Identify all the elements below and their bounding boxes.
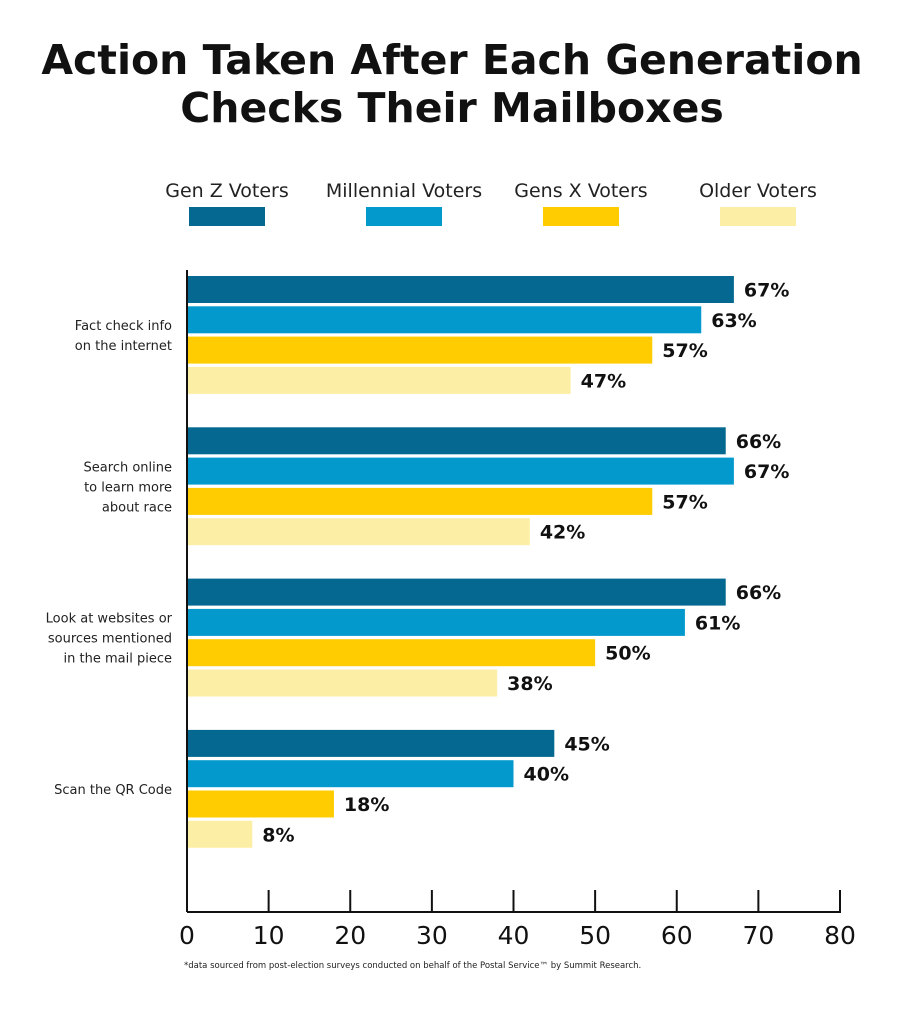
x-tick-label-7: 70 [742,921,774,950]
bar-1-2 [187,487,653,515]
data-label-3-0: 45% [564,733,609,755]
axes: 0 10 20 30 40 50 60 70 80 [179,270,856,950]
footnote: *data sourced from post-election surveys… [184,961,641,971]
bar-2-2 [187,639,596,667]
category-label-1-line-0: Search online [84,460,172,475]
x-tick-label-2: 20 [334,921,366,950]
x-tick-label-4: 40 [498,921,530,950]
x-tick-label-8: 80 [824,921,856,950]
x-tick-label-6: 60 [661,921,693,950]
bar-0-3 [187,366,571,394]
data-label-1-0: 66% [736,431,781,453]
chart-title: Action Taken After Each Generation Check… [41,36,862,132]
bar-3-0 [187,729,555,757]
category-label-0-line-0: Fact check info [75,319,172,334]
chart-title-line-2: Checks Their Mailboxes [180,84,724,132]
data-label-1-1: 67% [744,461,789,483]
legend-swatch-0 [189,207,265,226]
data-label-1-3: 42% [540,522,585,544]
data-label-2-0: 66% [736,582,781,604]
bar-0-2 [187,336,653,364]
legend-swatch-1 [366,207,442,226]
bar-2-3 [187,669,498,697]
bar-3-1 [187,760,514,788]
legend-swatch-2 [543,207,619,226]
x-tick-label-5: 50 [579,921,611,950]
category-label-3-line-0: Scan the QR Code [54,783,172,798]
bar-3-3 [187,820,253,848]
bar-1-0 [187,427,726,455]
data-label-0-3: 47% [581,370,626,392]
bar-0-1 [187,306,702,334]
bar-1-3 [187,518,530,546]
legend-label-1: Millennial Voters [326,180,482,202]
category-label-2-line-2: in the mail piece [64,652,172,667]
data-label-3-3: 8% [262,824,294,846]
category-label-1-line-2: about race [102,500,172,515]
data-label-2-1: 61% [695,612,740,634]
x-tick-label-0: 0 [179,921,195,950]
legend-label-3: Older Voters [699,180,817,202]
bars: 67%63%57%47%66%67%57%42%66%61%50%38%45%4… [187,276,789,848]
legend: Gen Z Voters Millennial Voters Gens X Vote… [165,180,817,226]
legend-label-0: Gen Z Voters [165,180,289,202]
bar-2-1 [187,608,685,636]
category-label-1-line-1: to learn more [84,480,172,495]
category-label-2-line-0: Look at websites or [46,612,173,627]
legend-label-2: Gens X Voters [514,180,647,202]
x-tick-label-3: 30 [416,921,448,950]
category-label-2-line-1: sources mentioned [48,632,172,647]
x-tick-label-1: 10 [253,921,285,950]
bar-1-1 [187,457,734,485]
chart-title-line-1: Action Taken After Each Generation [41,36,862,84]
data-label-3-1: 40% [524,764,569,786]
bar-0-0 [187,276,734,303]
legend-swatch-3 [720,207,796,226]
data-label-1-2: 57% [662,491,707,513]
data-label-0-2: 57% [662,340,707,362]
data-label-3-2: 18% [344,794,389,816]
category-label-0-line-1: on the internet [75,339,172,354]
category-labels: Fact check info on the internet Search onl… [46,319,173,798]
bar-3-2 [187,790,334,818]
data-label-0-1: 63% [711,310,756,332]
data-label-2-2: 50% [605,643,650,665]
data-label-2-3: 38% [507,673,552,695]
bar-2-0 [187,578,726,606]
data-label-0-0: 67% [744,280,789,302]
